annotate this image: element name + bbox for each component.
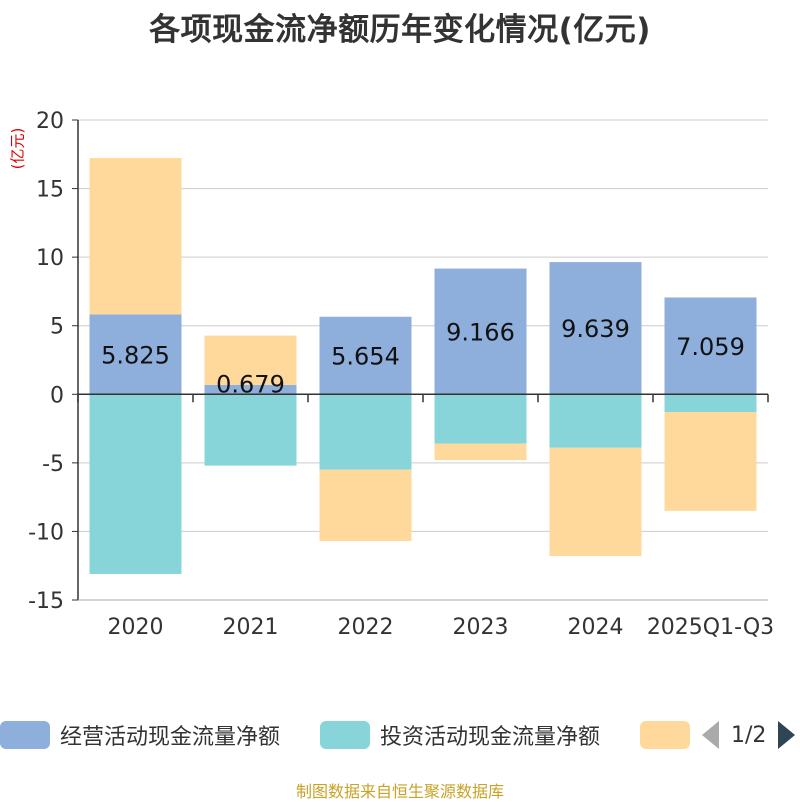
y-tick-label: -10 <box>28 520 64 545</box>
data-label: 5.825 <box>101 341 170 369</box>
legend-label-investing: 投资活动现金流量净额 <box>380 725 601 750</box>
data-label: 0.679 <box>216 370 285 398</box>
legend-label-operating: 经营活动现金流量净额 <box>60 725 281 750</box>
y-tick-label: 0 <box>50 383 64 408</box>
legend-item-operating[interactable]: 经营活动现金流量净额 <box>0 712 280 758</box>
x-tick-label: 2025Q1-Q3 <box>647 615 774 640</box>
legend: 经营活动现金流量净额 投资活动现金流量净额 1/2 <box>0 712 800 758</box>
data-label: 9.639 <box>561 315 630 343</box>
bar-2021-s1 <box>204 394 297 466</box>
bar-2024-s2 <box>549 447 642 557</box>
bar-2020-s1 <box>89 394 182 574</box>
pager-next-icon[interactable] <box>778 721 796 749</box>
chart-title: 各项现金流净额历年变化情况(亿元) <box>149 12 651 48</box>
bar-2022-s0 <box>319 316 412 395</box>
y-tick-label: 5 <box>50 315 64 340</box>
bar-2024-s1 <box>549 394 642 448</box>
bar-2022-s2 <box>319 469 412 542</box>
bar-2024-s0 <box>549 262 642 395</box>
pager-text: 1/2 <box>731 722 767 748</box>
data-label: 7.059 <box>676 333 745 361</box>
legend-pager: 1/2 <box>702 712 796 758</box>
y-tick-label: -15 <box>28 589 64 614</box>
bar-2020-s0 <box>89 314 182 395</box>
bar-2021-s0 <box>204 384 297 395</box>
legend-swatch-financing <box>640 721 690 749</box>
y-tick-label: 20 <box>36 109 64 134</box>
bar-2022-s1 <box>319 394 412 470</box>
x-tick-label: 2024 <box>568 615 624 640</box>
bar-2023-s2 <box>434 443 527 461</box>
pager-prev-icon[interactable] <box>702 721 719 749</box>
data-label: 9.166 <box>446 318 515 346</box>
bar-2025Q1-Q3-s0 <box>664 297 757 395</box>
legend-item-investing[interactable]: 投资活动现金流量净额 <box>320 712 600 758</box>
x-tick-label: 2020 <box>108 615 164 640</box>
x-tick-label: 2021 <box>223 615 279 640</box>
bar-2020-s2 <box>89 158 182 315</box>
bar-2023-s1 <box>434 394 527 444</box>
y-tick-label: 10 <box>36 246 64 271</box>
data-label: 5.654 <box>331 343 400 371</box>
y-tick-label: 15 <box>36 178 64 203</box>
data-source: 制图数据来自恒生聚源数据库 <box>295 782 504 801</box>
x-tick-label: 2022 <box>338 615 394 640</box>
legend-item-financing[interactable] <box>640 712 690 758</box>
y-tick-label: -5 <box>42 452 64 477</box>
bar-2023-s0 <box>434 268 527 395</box>
bar-2021-s2 <box>204 335 297 385</box>
legend-swatch-operating <box>0 721 50 749</box>
legend-swatch-investing <box>320 721 370 749</box>
x-tick-label: 2023 <box>453 615 509 640</box>
bar-2025Q1-Q3-s1 <box>664 394 757 413</box>
cash-flow-chart: 20 15 10 5 0 -5 -10 -15 2020 2021 2022 2023 2024 2025… <box>28 109 774 640</box>
bar-2025Q1-Q3-s2 <box>664 412 757 511</box>
